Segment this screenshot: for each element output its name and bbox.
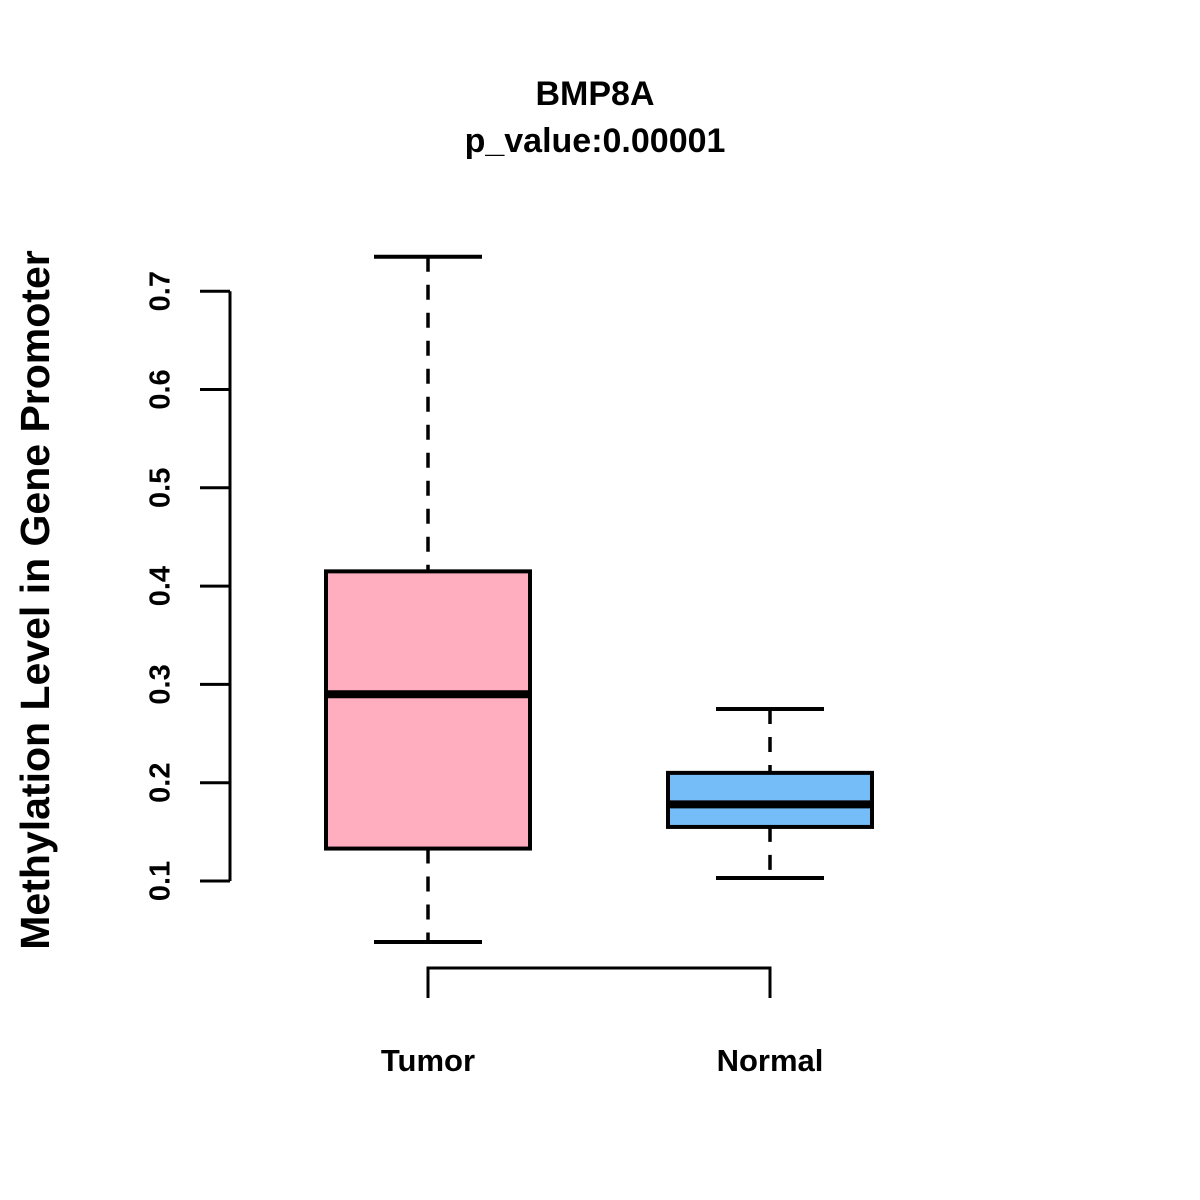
x-axis-label-tumor: Tumor <box>381 1043 475 1078</box>
chart-subtitle: p_value:0.00001 <box>464 122 726 160</box>
y-tick-label: 0.6 <box>145 369 177 409</box>
y-tick-label: 0.3 <box>145 664 177 704</box>
iqr-box-tumor <box>324 569 532 851</box>
x-axis-label-normal: Normal <box>717 1043 824 1078</box>
y-tick-label: 0.2 <box>145 763 177 803</box>
x-axis-bracket <box>426 966 772 998</box>
title-block: BMP8A p_value:0.00001 <box>230 71 960 165</box>
y-tick-label: 0.4 <box>145 566 177 606</box>
y-tick-label: 0.7 <box>145 271 177 311</box>
y-tick-label: 0.1 <box>145 861 177 901</box>
iqr-box-normal <box>666 770 874 829</box>
y-tick-label: 0.5 <box>145 468 177 508</box>
chart-title: BMP8A <box>535 75 655 113</box>
